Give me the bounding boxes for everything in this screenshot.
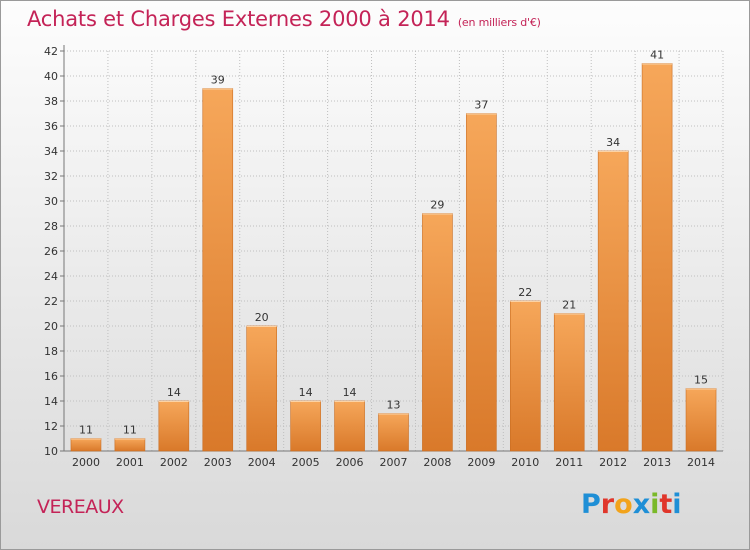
x-tick-label: 2009 xyxy=(467,456,495,469)
bar xyxy=(290,400,321,452)
chart-subtitle: (en milliers d'€) xyxy=(457,16,541,29)
x-tick-label: 2011 xyxy=(555,456,583,469)
bar xyxy=(641,63,673,452)
logo-letter: i xyxy=(650,489,660,520)
title-text: Achats et Charges Externes 2000 à 2014 xyxy=(27,7,450,31)
bar-value-label: 22 xyxy=(518,286,532,299)
bar xyxy=(202,88,234,452)
y-tick-label: 10 xyxy=(44,445,58,458)
logo-letter: t xyxy=(659,489,673,520)
y-tick-label: 32 xyxy=(44,170,58,183)
bar-value-label: 13 xyxy=(387,399,401,412)
bar-value-label: 14 xyxy=(299,386,313,399)
bar-value-label: 14 xyxy=(167,386,181,399)
bar-value-label: 39 xyxy=(211,74,225,87)
proxiti-logo: Proxiti xyxy=(581,489,682,520)
x-tick-label: 2013 xyxy=(643,456,671,469)
bar xyxy=(158,400,190,452)
bar xyxy=(114,438,146,452)
y-tick-label: 40 xyxy=(44,70,58,83)
x-tick-label: 2012 xyxy=(599,456,627,469)
y-tick-label: 36 xyxy=(44,120,58,133)
y-tick-label: 38 xyxy=(44,95,58,108)
x-tick-label: 2000 xyxy=(72,456,100,469)
y-tick-label: 18 xyxy=(44,345,58,358)
x-tick-label: 2001 xyxy=(116,456,144,469)
y-tick-label: 12 xyxy=(44,420,58,433)
logo-letter: i xyxy=(672,489,682,520)
bar-value-label: 29 xyxy=(430,199,444,212)
bar-value-label: 11 xyxy=(123,424,137,437)
bar xyxy=(378,413,409,452)
logo-letter: o xyxy=(614,489,633,520)
bar xyxy=(553,313,585,452)
y-tick-label: 24 xyxy=(44,270,58,283)
logo-letter: r xyxy=(600,489,615,520)
commune-name: VEREAUX xyxy=(37,496,124,518)
x-tick-label: 2014 xyxy=(687,456,715,469)
bar-value-label: 14 xyxy=(343,386,357,399)
y-tick-label: 20 xyxy=(44,320,58,333)
bar xyxy=(70,438,102,452)
logo-letter: P xyxy=(581,489,601,520)
y-tick-label: 14 xyxy=(44,395,58,408)
x-tick-label: 2002 xyxy=(160,456,188,469)
logo-letter: x xyxy=(632,489,651,520)
bar xyxy=(597,150,629,452)
x-tick-label: 2006 xyxy=(336,456,364,469)
bar xyxy=(466,113,497,452)
bar-value-label: 15 xyxy=(694,374,708,387)
bar-value-label: 37 xyxy=(474,99,488,112)
bar-value-label: 21 xyxy=(562,299,576,312)
y-tick-label: 26 xyxy=(44,245,58,258)
bar xyxy=(685,388,717,452)
bar-value-label: 11 xyxy=(79,424,93,437)
x-tick-label: 2007 xyxy=(380,456,408,469)
y-tick-label: 28 xyxy=(44,220,58,233)
bar xyxy=(246,325,277,452)
bar xyxy=(422,213,453,452)
x-tick-label: 2005 xyxy=(292,456,320,469)
y-tick-label: 34 xyxy=(44,145,58,158)
bar xyxy=(334,400,365,452)
bar-value-label: 20 xyxy=(255,311,269,324)
x-tick-label: 2008 xyxy=(423,456,451,469)
chart-title: Achats et Charges Externes 2000 à 2014 (e… xyxy=(27,7,541,31)
bar xyxy=(509,300,541,452)
bar-value-label: 41 xyxy=(650,49,664,62)
labels: 10 12 14 16 18 20 22 24 26 28 30 32 34 36 38 40 42 11 2000… xyxy=(44,45,715,469)
x-tick-label: 2010 xyxy=(511,456,539,469)
y-tick-label: 22 xyxy=(44,295,58,308)
y-tick-label: 16 xyxy=(44,370,58,383)
bar-value-label: 34 xyxy=(606,136,620,149)
y-tick-label: 42 xyxy=(44,45,58,58)
x-tick-label: 2004 xyxy=(248,456,276,469)
y-tick-label: 30 xyxy=(44,195,58,208)
bars xyxy=(70,63,717,452)
x-tick-label: 2003 xyxy=(204,456,232,469)
